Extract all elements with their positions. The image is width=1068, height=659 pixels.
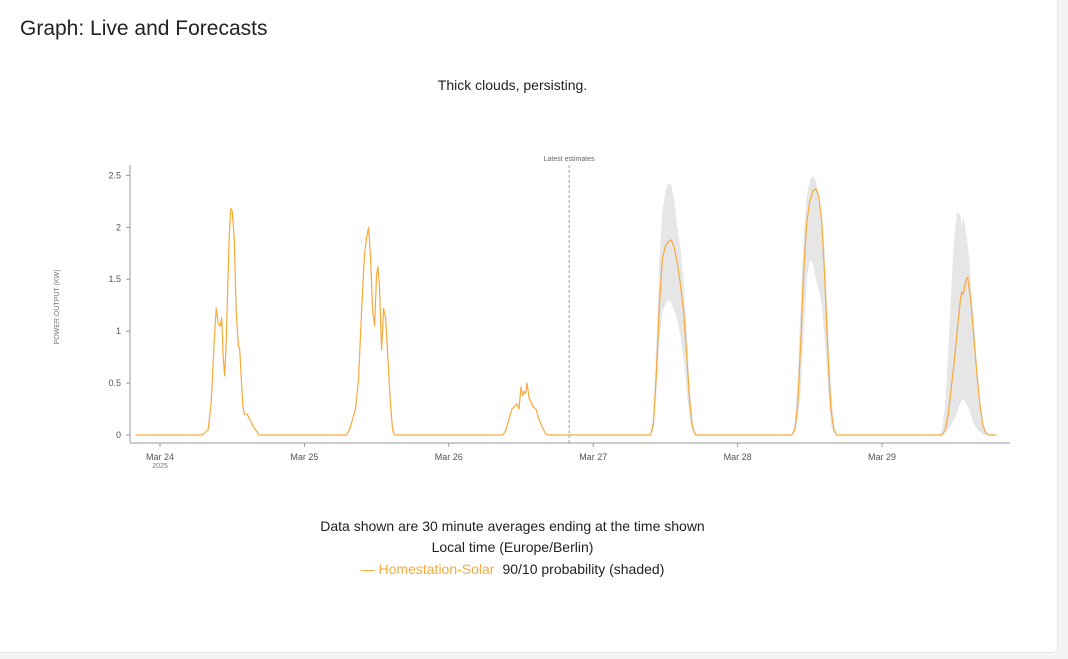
chart-legend: — Homestation-Solar 90/10 probability (sh…: [0, 561, 1025, 577]
legend-band-probability: 90/10 probability (shaded): [502, 561, 665, 577]
x-tick-year-label: 2025: [152, 463, 168, 470]
latest-estimates-label: Latest estimates: [544, 156, 595, 163]
x-tick-label: Mar 26: [435, 452, 463, 462]
averaging-caption: Data shown are 30 minute averages ending…: [320, 518, 705, 534]
timezone-caption: Local time (Europe/Berlin): [431, 539, 594, 555]
y-tick-label: 1.5: [108, 274, 121, 284]
probability-band-3: [791, 175, 837, 435]
y-tick-label: 0.5: [108, 378, 121, 388]
probability-bands: [650, 175, 988, 435]
y-tick-label: 0: [116, 430, 121, 440]
probability-band-1: [650, 182, 696, 435]
page-title: Graph: Live and Forecasts: [20, 17, 268, 40]
x-tick-label: Mar 29: [868, 452, 896, 462]
x-tick-label: Mar 25: [290, 452, 318, 462]
x-tick-label: Mar 27: [579, 452, 607, 462]
y-tick-label: 2: [116, 222, 121, 232]
series-line-homestation-solar: [135, 188, 997, 436]
x-tick-label: Mar 24: [146, 452, 174, 462]
y-tick-label: 2.5: [108, 170, 121, 180]
latest-estimates-annotation: Latest estimates: [544, 156, 595, 443]
y-tick-label: 1: [116, 326, 121, 336]
chart-subtitle: Thick clouds, persisting.: [437, 77, 588, 93]
y-axis-label: POWER OUTPUT (KW): [54, 270, 61, 345]
probability-band-5: [939, 211, 988, 435]
legend-series-homestation-solar[interactable]: — Homestation-Solar: [360, 561, 495, 577]
series-layer: [135, 188, 997, 436]
x-tick-label: Mar 28: [724, 452, 752, 462]
